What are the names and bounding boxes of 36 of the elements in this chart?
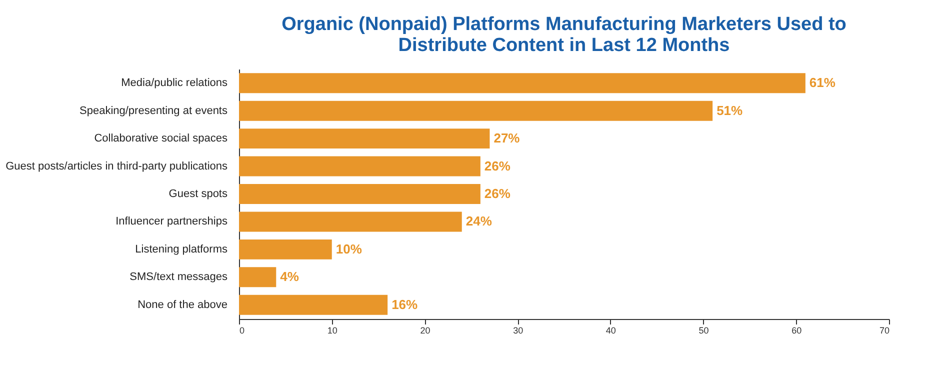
x-tick-label: 70 <box>879 326 890 336</box>
bar <box>239 294 388 315</box>
bar <box>239 239 332 260</box>
x-tick-label: 10 <box>327 326 338 336</box>
x-tick-label: 20 <box>420 326 430 336</box>
x-tick-label: 60 <box>792 326 802 336</box>
x-tick-label: 50 <box>698 326 709 336</box>
data-label: 27% <box>494 130 520 146</box>
y-tick-label: Collaborative social spaces <box>94 132 228 145</box>
bar <box>239 73 806 94</box>
y-tick-label: Influencer partnerships <box>116 216 228 228</box>
bar <box>239 212 462 232</box>
data-label: 24% <box>466 214 492 229</box>
x-tick-label: 30 <box>513 326 524 336</box>
y-tick-label: Listening platforms <box>135 243 228 256</box>
y-tick-label: SMS/text messages <box>130 271 228 284</box>
y-tick-label: Guest posts/articles in third-party publications <box>6 160 228 172</box>
bar <box>239 156 480 176</box>
data-label: 16% <box>392 296 418 312</box>
y-tick-label: None of the above <box>138 298 228 311</box>
y-tick-label: Speaking/presenting at events <box>80 104 228 117</box>
bar <box>239 100 713 121</box>
data-label: 51% <box>716 102 744 118</box>
bar <box>239 128 490 149</box>
data-label: 26% <box>484 186 511 201</box>
data-label: 26% <box>484 158 511 174</box>
data-label: 10% <box>336 241 362 256</box>
y-tick-label: Guest spots <box>168 188 228 200</box>
x-tick-label: 40 <box>606 326 616 336</box>
data-label: 4% <box>280 269 300 284</box>
bar <box>239 267 276 288</box>
x-tick-label: 0 <box>240 326 245 336</box>
bar <box>239 184 480 204</box>
data-label: 61% <box>809 75 836 90</box>
chart-title: Organic (Nonpaid) Platforms Manufacturing Marketers Used to Distribute Content in Last 12 Months <box>282 14 846 56</box>
y-tick-label: Media/public relations <box>121 77 228 90</box>
